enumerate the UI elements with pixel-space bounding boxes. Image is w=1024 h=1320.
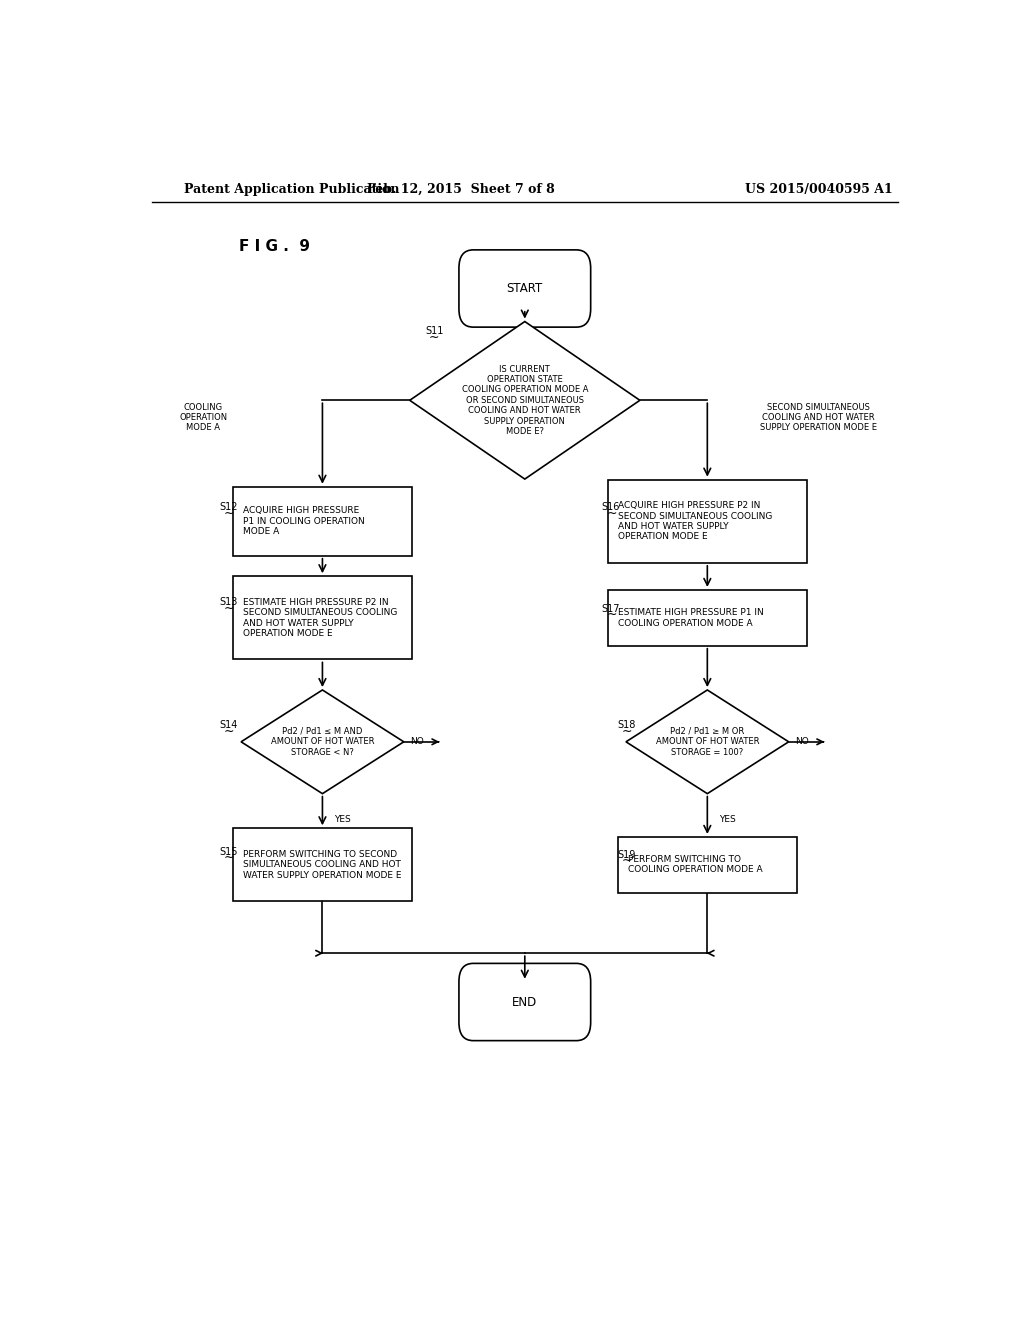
Text: YES: YES [719, 814, 736, 824]
Text: PERFORM SWITCHING TO
COOLING OPERATION MODE A: PERFORM SWITCHING TO COOLING OPERATION M… [628, 855, 762, 874]
Text: S15: S15 [219, 846, 238, 857]
Polygon shape [626, 690, 788, 793]
Text: S18: S18 [617, 721, 636, 730]
Bar [233, 487, 412, 556]
Bar [608, 590, 807, 645]
Text: S16: S16 [602, 502, 621, 512]
Text: ∼: ∼ [223, 851, 234, 865]
Text: PERFORM SWITCHING TO SECOND
SIMULTANEOUS COOLING AND HOT
WATER SUPPLY OPERATION : PERFORM SWITCHING TO SECOND SIMULTANEOUS… [243, 850, 401, 879]
Text: Feb. 12, 2015  Sheet 7 of 8: Feb. 12, 2015 Sheet 7 of 8 [368, 182, 555, 195]
Text: ∼: ∼ [607, 609, 617, 622]
Text: IS CURRENT
OPERATION STATE
COOLING OPERATION MODE A
OR SECOND SIMULTANEOUS
COOLI: IS CURRENT OPERATION STATE COOLING OPERA… [462, 364, 588, 436]
Bar [608, 479, 807, 562]
Text: S13: S13 [219, 598, 238, 607]
Polygon shape [241, 690, 403, 793]
Text: START: START [507, 282, 543, 294]
Text: ACQUIRE HIGH PRESSURE
P1 IN COOLING OPERATION
MODE A: ACQUIRE HIGH PRESSURE P1 IN COOLING OPER… [243, 507, 365, 536]
Text: ESTIMATE HIGH PRESSURE P1 IN
COOLING OPERATION MODE A: ESTIMATE HIGH PRESSURE P1 IN COOLING OPE… [617, 609, 764, 627]
Bar [233, 828, 412, 902]
Text: Patent Application Publication: Patent Application Publication [183, 182, 399, 195]
Text: END: END [512, 995, 538, 1008]
Text: NO: NO [795, 738, 809, 746]
Text: Pd2 / Pd1 ≤ M AND
AMOUNT OF HOT WATER
STORAGE < N?: Pd2 / Pd1 ≤ M AND AMOUNT OF HOT WATER ST… [270, 727, 374, 756]
Text: ∼: ∼ [607, 507, 617, 520]
Text: COOLING
OPERATION
MODE A: COOLING OPERATION MODE A [179, 403, 227, 433]
Text: NO: NO [411, 738, 424, 746]
Text: ∼: ∼ [622, 854, 633, 867]
Text: F I G .  9: F I G . 9 [240, 239, 310, 255]
FancyBboxPatch shape [459, 249, 591, 327]
Text: S11: S11 [426, 326, 444, 337]
Text: S14: S14 [219, 721, 238, 730]
Text: YES: YES [334, 814, 351, 824]
Text: S19: S19 [617, 850, 636, 859]
Text: Pd2 / Pd1 ≥ M OR
AMOUNT OF HOT WATER
STORAGE = 100?: Pd2 / Pd1 ≥ M OR AMOUNT OF HOT WATER STO… [655, 727, 759, 756]
Text: ∼: ∼ [622, 725, 633, 738]
Polygon shape [410, 322, 640, 479]
Bar [618, 837, 797, 892]
Text: US 2015/0040595 A1: US 2015/0040595 A1 [744, 182, 892, 195]
Text: ∼: ∼ [429, 331, 439, 343]
Text: S12: S12 [219, 502, 238, 512]
Text: ∼: ∼ [223, 507, 234, 520]
Text: ACQUIRE HIGH PRESSURE P2 IN
SECOND SIMULTANEOUS COOLING
AND HOT WATER SUPPLY
OPE: ACQUIRE HIGH PRESSURE P2 IN SECOND SIMUL… [617, 502, 772, 541]
Text: S17: S17 [602, 603, 621, 614]
Bar [233, 576, 412, 660]
Text: ∼: ∼ [223, 725, 234, 738]
Text: SECOND SIMULTANEOUS
COOLING AND HOT WATER
SUPPLY OPERATION MODE E: SECOND SIMULTANEOUS COOLING AND HOT WATE… [760, 403, 877, 433]
FancyBboxPatch shape [459, 964, 591, 1040]
Text: ESTIMATE HIGH PRESSURE P2 IN
SECOND SIMULTANEOUS COOLING
AND HOT WATER SUPPLY
OP: ESTIMATE HIGH PRESSURE P2 IN SECOND SIMU… [243, 598, 397, 638]
Text: ∼: ∼ [223, 602, 234, 615]
